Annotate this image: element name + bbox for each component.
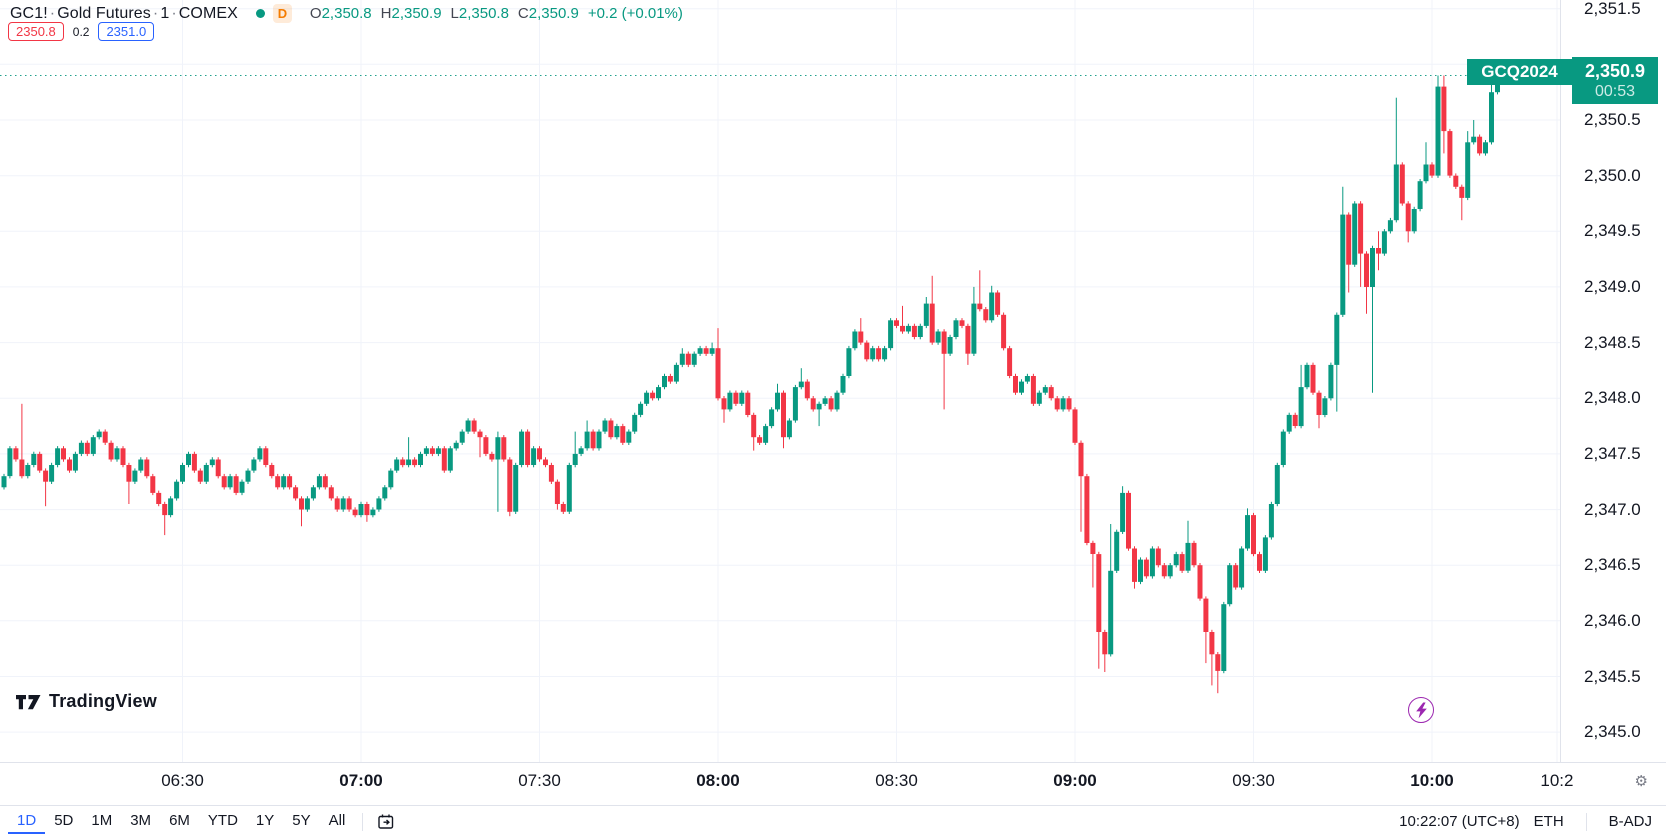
clock-display[interactable]: 10:22:07 (UTC+8)	[1399, 813, 1520, 830]
time-tick-label: 07:30	[518, 771, 561, 790]
symbol-code: GC1!	[10, 4, 48, 22]
tradingview-logo-text: TradingView	[49, 691, 157, 711]
contract-label: GCQ2024	[1467, 59, 1572, 85]
time-tick-label: 10:2	[1540, 771, 1574, 790]
range-button-ytd[interactable]: YTD	[207, 812, 238, 829]
instant-data-button[interactable]	[1408, 697, 1434, 723]
toolbar-divider	[362, 812, 364, 831]
symbol-header: GC1! · Gold Futures · 1 · COMEX D O2,350.8 H2,…	[10, 4, 683, 23]
chart-interval: 1	[160, 4, 170, 22]
exchange-name: COMEX	[178, 4, 238, 22]
spread-value: 0.2	[72, 24, 90, 39]
price-axis[interactable]: 2,351.52,351.02,350.52,350.02,349.52,349…	[1560, 0, 1666, 762]
go-to-date-button[interactable]	[371, 813, 402, 831]
toolbar-right: 10:22:07 (UTC+8) ETH B-ADJ	[1399, 812, 1666, 831]
adjustment-toggle[interactable]: B-ADJ	[1608, 813, 1652, 830]
bid-ask-row: 2350.8 0.2 2351.0	[8, 22, 155, 41]
ask-price-button[interactable]: 2351.0	[98, 22, 155, 41]
range-button-1y[interactable]: 1Y	[255, 812, 275, 829]
last-price-value: 2,350.9	[1584, 60, 1646, 81]
calendar-icon	[378, 814, 394, 829]
range-button-3m[interactable]: 3M	[130, 812, 152, 829]
time-tick-label: 10:00	[1410, 771, 1454, 790]
symbol-title[interactable]: GC1! · Gold Futures · 1 · COMEX	[10, 5, 238, 23]
separator: ·	[152, 4, 159, 22]
session-toggle[interactable]: ETH	[1533, 813, 1564, 830]
ohlc-readout: O2,350.8 H2,350.9 L2,350.8 C2,350.9 +0.2…	[310, 5, 683, 22]
price-tick-label: 2,346.0	[1584, 610, 1641, 630]
open-label: O	[309, 5, 322, 22]
last-price-label: 2,350.9 00:53	[1572, 57, 1658, 104]
gear-icon[interactable]: ⚙	[1634, 773, 1648, 790]
time-axis[interactable]: ⚙ 06:30 07:00 07:30 08:00 08:30 09:00 09:30 10:…	[0, 762, 1666, 805]
price-tick-label: 2,350.5	[1584, 110, 1641, 129]
price-tick-label: 2,348.0	[1584, 388, 1641, 408]
price-tick-label: 2,349.5	[1584, 221, 1641, 241]
separator: ·	[49, 4, 56, 22]
price-tick-label: 2,348.5	[1584, 332, 1641, 352]
change-value: +0.2 (+0.01%)	[587, 5, 683, 22]
lightning-icon	[1415, 702, 1427, 718]
high-value: 2,350.9	[391, 5, 442, 22]
delayed-data-badge[interactable]: D	[272, 4, 292, 23]
bid-price-button[interactable]: 2350.8	[8, 22, 64, 41]
range-button-1m[interactable]: 1M	[91, 812, 113, 829]
price-tick-label: 2,350.0	[1584, 165, 1641, 185]
separator: ·	[171, 4, 177, 22]
open-value: 2,350.8	[321, 5, 372, 22]
price-tick-label: 2,349.0	[1584, 276, 1641, 296]
time-tick-label: 07:00	[339, 771, 383, 790]
time-tick-label: 08:30	[875, 771, 918, 790]
bottom-toolbar: 1D 5D 1M 3M 6M YTD 1Y 5Y All 10:22:07 (UTC+8) ET…	[0, 805, 1666, 837]
tradingview-logo-icon	[16, 694, 41, 709]
price-tick-label: 2,345.0	[1584, 722, 1641, 742]
tradingview-logo[interactable]: TradingView	[15, 691, 157, 712]
market-status-dot[interactable]	[255, 9, 265, 18]
range-button-1d[interactable]: 1D	[8, 809, 46, 834]
price-tick-label: 2,347.5	[1584, 443, 1641, 463]
time-tick-label: 09:30	[1232, 771, 1275, 790]
close-value: 2,350.9	[528, 5, 579, 22]
date-range-buttons: 1D 5D 1M 3M 6M YTD 1Y 5Y All	[8, 809, 354, 834]
time-tick-label: 09:00	[1053, 771, 1097, 790]
range-button-5d[interactable]: 5D	[54, 812, 74, 829]
price-tick-label: 2,351.5	[1584, 0, 1641, 18]
range-button-all[interactable]: All	[328, 812, 346, 829]
low-label: L	[450, 5, 459, 22]
chart-canvas[interactable]	[0, 0, 1560, 762]
bar-countdown: 00:53	[1594, 82, 1636, 100]
price-tick-label: 2,345.5	[1584, 666, 1641, 686]
range-button-5y[interactable]: 5Y	[292, 812, 311, 829]
toolbar-divider	[1585, 812, 1587, 831]
range-button-6m[interactable]: 6M	[169, 812, 190, 829]
time-tick-label: 08:00	[696, 771, 740, 790]
time-tick-label: 06:30	[161, 771, 204, 790]
close-label: C	[517, 5, 529, 22]
high-label: H	[380, 5, 392, 22]
low-value: 2,350.8	[458, 5, 509, 22]
symbol-name: Gold Futures	[57, 4, 151, 22]
price-tick-label: 2,347.0	[1584, 499, 1641, 519]
price-tick-label: 2,346.5	[1584, 555, 1641, 575]
